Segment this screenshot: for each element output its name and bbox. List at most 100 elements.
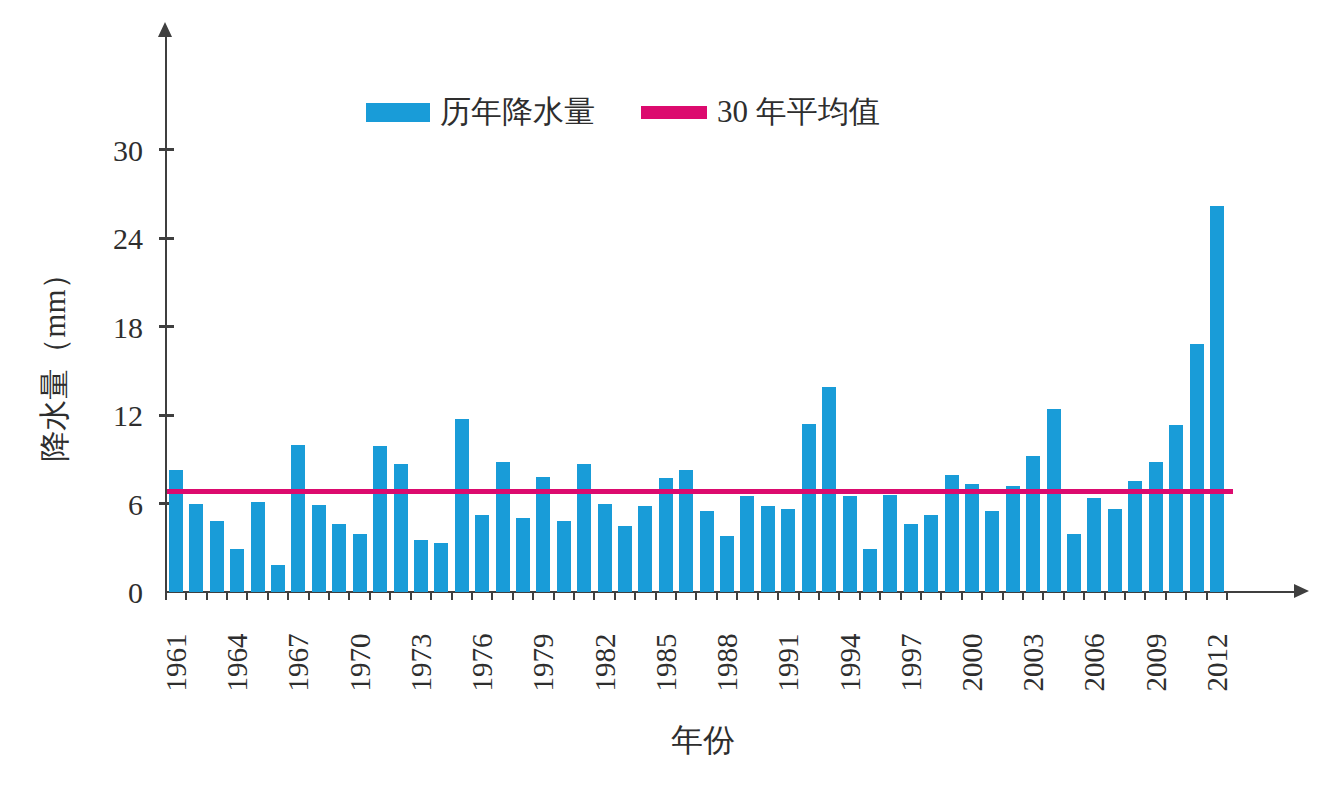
bar-2001: [985, 511, 999, 592]
bar-1992: [802, 424, 816, 592]
x-tick: [287, 593, 289, 600]
bar-1998: [924, 515, 938, 592]
x-tick: [471, 593, 473, 600]
bar-2003: [1026, 456, 1040, 592]
bar-2008: [1128, 481, 1142, 592]
legend-line-label: 30 年平均值: [717, 91, 880, 133]
bar-1978: [516, 518, 530, 592]
x-tick: [900, 593, 902, 600]
bar-1979: [536, 477, 550, 592]
x-tick: [736, 593, 738, 600]
x-tick: [1022, 593, 1024, 600]
x-tick: [1002, 593, 1004, 600]
x-tick: [838, 593, 840, 600]
x-tick: [798, 593, 800, 600]
bar-2011: [1190, 344, 1204, 592]
y-tick-label: 24: [59, 221, 143, 257]
x-tick: [1206, 593, 1208, 600]
bar-2012: [1210, 206, 1224, 592]
x-tick: [757, 593, 759, 600]
x-tick: [634, 593, 636, 600]
x-axis-arrow-icon: [1294, 584, 1309, 598]
x-tick: [655, 593, 657, 600]
x-tick: [1042, 593, 1044, 600]
x-tick-label-2012: 2012: [1167, 612, 1267, 712]
bar-1982: [598, 504, 612, 593]
bar-1970: [353, 534, 367, 592]
bar-1961: [169, 470, 183, 592]
bar-1976: [475, 515, 489, 592]
bar-2009: [1149, 462, 1163, 592]
x-tick: [1165, 593, 1167, 600]
bar-2010: [1169, 425, 1183, 592]
bar-1997: [904, 524, 918, 592]
bar-1983: [618, 526, 632, 592]
bar-1987: [700, 511, 714, 592]
y-axis-title: 降水量（mm）: [38, 243, 72, 477]
bar-1980: [557, 521, 571, 592]
x-tick: [430, 593, 432, 600]
x-tick: [1185, 593, 1187, 600]
bar-1977: [496, 462, 510, 592]
bar-2002: [1006, 486, 1020, 592]
x-tick: [940, 593, 942, 600]
x-axis-title: 年份: [638, 718, 768, 762]
bar-1966: [271, 565, 285, 592]
bar-1989: [740, 496, 754, 592]
bar-1996: [883, 495, 897, 592]
x-tick: [1144, 593, 1146, 600]
bar-1986: [679, 470, 693, 592]
bar-2004: [1047, 409, 1061, 592]
bar-2000: [965, 484, 979, 592]
x-tick: [512, 593, 514, 600]
x-tick: [308, 593, 310, 600]
x-tick: [451, 593, 453, 600]
bar-1988: [720, 536, 734, 592]
x-tick: [981, 593, 983, 600]
x-tick: [593, 593, 595, 600]
bar-2005: [1067, 534, 1081, 592]
y-tick: [159, 148, 174, 151]
bar-1975: [455, 419, 469, 592]
bar-1967: [291, 445, 305, 593]
y-tick-label: 0: [59, 575, 143, 611]
x-tick: [1063, 593, 1065, 600]
x-tick: [410, 593, 412, 600]
x-tick: [553, 593, 555, 600]
x-tick: [777, 593, 779, 600]
bar-2006: [1087, 498, 1101, 592]
x-tick: [185, 593, 187, 600]
y-tick-label: 18: [59, 310, 143, 346]
bar-1969: [332, 524, 346, 592]
bar-1994: [843, 496, 857, 592]
bar-2007: [1108, 509, 1122, 592]
bar-1963: [210, 521, 224, 592]
x-tick: [165, 593, 167, 600]
x-tick-label-text: 2012: [1200, 633, 1233, 691]
y-tick: [159, 237, 174, 240]
y-axis-arrow-icon: [158, 22, 172, 37]
x-tick: [920, 593, 922, 600]
bar-1974: [434, 543, 448, 592]
x-tick: [695, 593, 697, 600]
y-tick: [159, 414, 174, 417]
x-tick: [491, 593, 493, 600]
x-tick: [1104, 593, 1106, 600]
bar-1995: [863, 549, 877, 592]
y-tick-label: 6: [59, 487, 143, 523]
legend-bar-label: 历年降水量: [440, 91, 595, 133]
x-tick: [206, 593, 208, 600]
bar-1964: [230, 549, 244, 592]
bar-1972: [394, 464, 408, 592]
x-tick: [328, 593, 330, 600]
x-tick: [389, 593, 391, 600]
x-tick: [267, 593, 269, 600]
bar-1968: [312, 505, 326, 592]
bar-1981: [577, 464, 591, 592]
x-tick: [1083, 593, 1085, 600]
x-tick: [226, 593, 228, 600]
precipitation-bar-chart: 历年降水量 30 年平均值 降水量（mm） 061218243019611964…: [0, 0, 1329, 810]
bar-1971: [373, 446, 387, 592]
x-tick: [1226, 593, 1228, 600]
x-tick: [879, 593, 881, 600]
